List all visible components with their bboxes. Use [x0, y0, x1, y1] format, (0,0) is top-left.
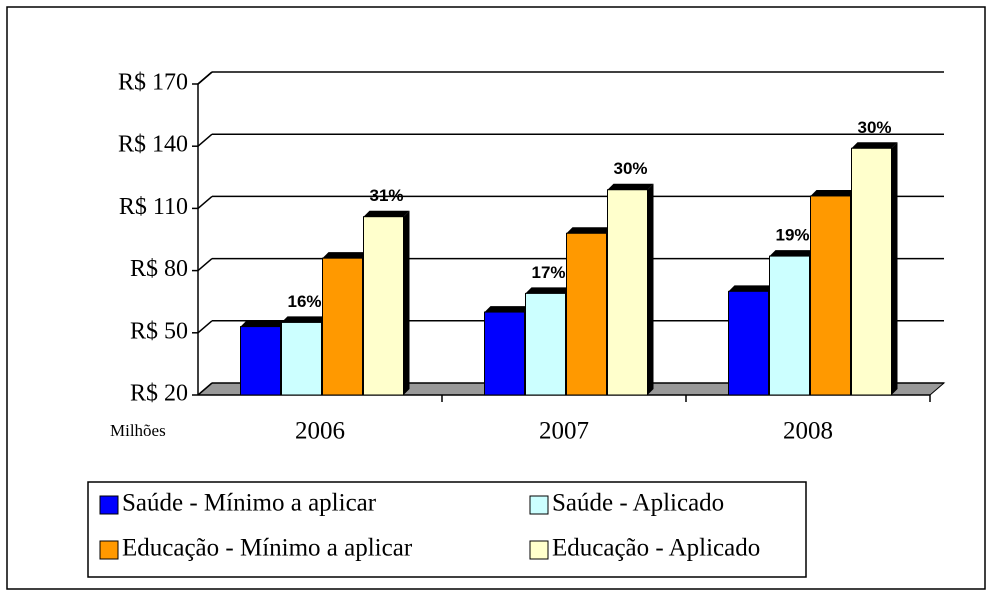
data-label: 19%	[775, 226, 809, 245]
bar-face	[525, 292, 566, 396]
legend-label: Educação - Aplicado	[552, 535, 760, 562]
legend-label: Saúde - Mínimo a aplicar	[122, 490, 377, 517]
bar	[728, 285, 775, 396]
bar-top	[810, 189, 857, 196]
bar-face	[484, 311, 525, 396]
bar-top	[363, 210, 410, 217]
data-label: 31%	[369, 186, 403, 205]
bar	[566, 227, 613, 396]
legend-label: Educação - Mínimo a aplicar	[122, 535, 413, 562]
bar-top	[322, 252, 369, 259]
bar	[363, 210, 410, 396]
bar	[525, 287, 572, 396]
bar-face	[769, 255, 810, 396]
bar-top	[484, 306, 531, 313]
y-tick-label: R$ 20	[130, 381, 188, 407]
bar-face	[566, 232, 607, 396]
x-tick-label: 2008	[783, 418, 833, 445]
grid-line	[197, 320, 213, 334]
legend-swatch	[99, 495, 119, 515]
bar	[240, 320, 287, 396]
bar	[281, 316, 328, 396]
bar-side	[891, 142, 898, 395]
bar-top	[566, 227, 613, 234]
bar	[810, 189, 857, 396]
bar-top	[607, 183, 654, 190]
bar-face	[281, 321, 322, 396]
y-tick-label: R$ 50	[130, 318, 188, 344]
bar-top	[525, 287, 572, 294]
data-label: 30%	[857, 118, 891, 137]
y-tick-label: R$ 140	[118, 132, 188, 158]
bar	[851, 142, 898, 396]
bar-top	[769, 250, 816, 257]
y-tick-label: R$ 170	[118, 70, 188, 96]
y-tick-label: R$ 110	[119, 194, 188, 220]
x-tick-label: 2006	[295, 418, 345, 445]
bar-face	[322, 257, 363, 396]
bar	[322, 252, 369, 396]
grid-line	[197, 71, 213, 85]
bar-face	[607, 189, 648, 396]
data-label: 16%	[287, 292, 321, 311]
bar-face	[810, 195, 851, 396]
bar-top	[281, 316, 328, 323]
grid-line	[197, 195, 213, 209]
legend-swatch	[529, 540, 549, 560]
legend-swatch	[99, 540, 119, 560]
bar-side	[647, 183, 654, 395]
bar-top	[240, 320, 287, 327]
bar	[484, 306, 531, 396]
data-label: 17%	[531, 263, 565, 282]
grid-line	[197, 258, 213, 272]
bar-top	[728, 285, 775, 292]
data-label: 30%	[613, 159, 647, 178]
bar-face	[240, 326, 281, 396]
bar	[607, 183, 654, 396]
bar-face	[728, 290, 769, 396]
grid-line	[197, 133, 213, 147]
legend-swatch	[529, 495, 549, 515]
y-unit-label: Milhões	[110, 421, 166, 440]
legend-label: Saúde - Aplicado	[552, 490, 724, 517]
bar	[769, 250, 816, 396]
bar-face	[363, 216, 404, 396]
bar-face	[851, 147, 892, 396]
legend-box	[87, 481, 807, 578]
y-tick-label: R$ 80	[130, 256, 188, 282]
x-tick-label: 2007	[539, 418, 589, 445]
grid-line	[197, 382, 213, 396]
bar-top	[851, 142, 898, 149]
bar-side	[403, 210, 410, 395]
